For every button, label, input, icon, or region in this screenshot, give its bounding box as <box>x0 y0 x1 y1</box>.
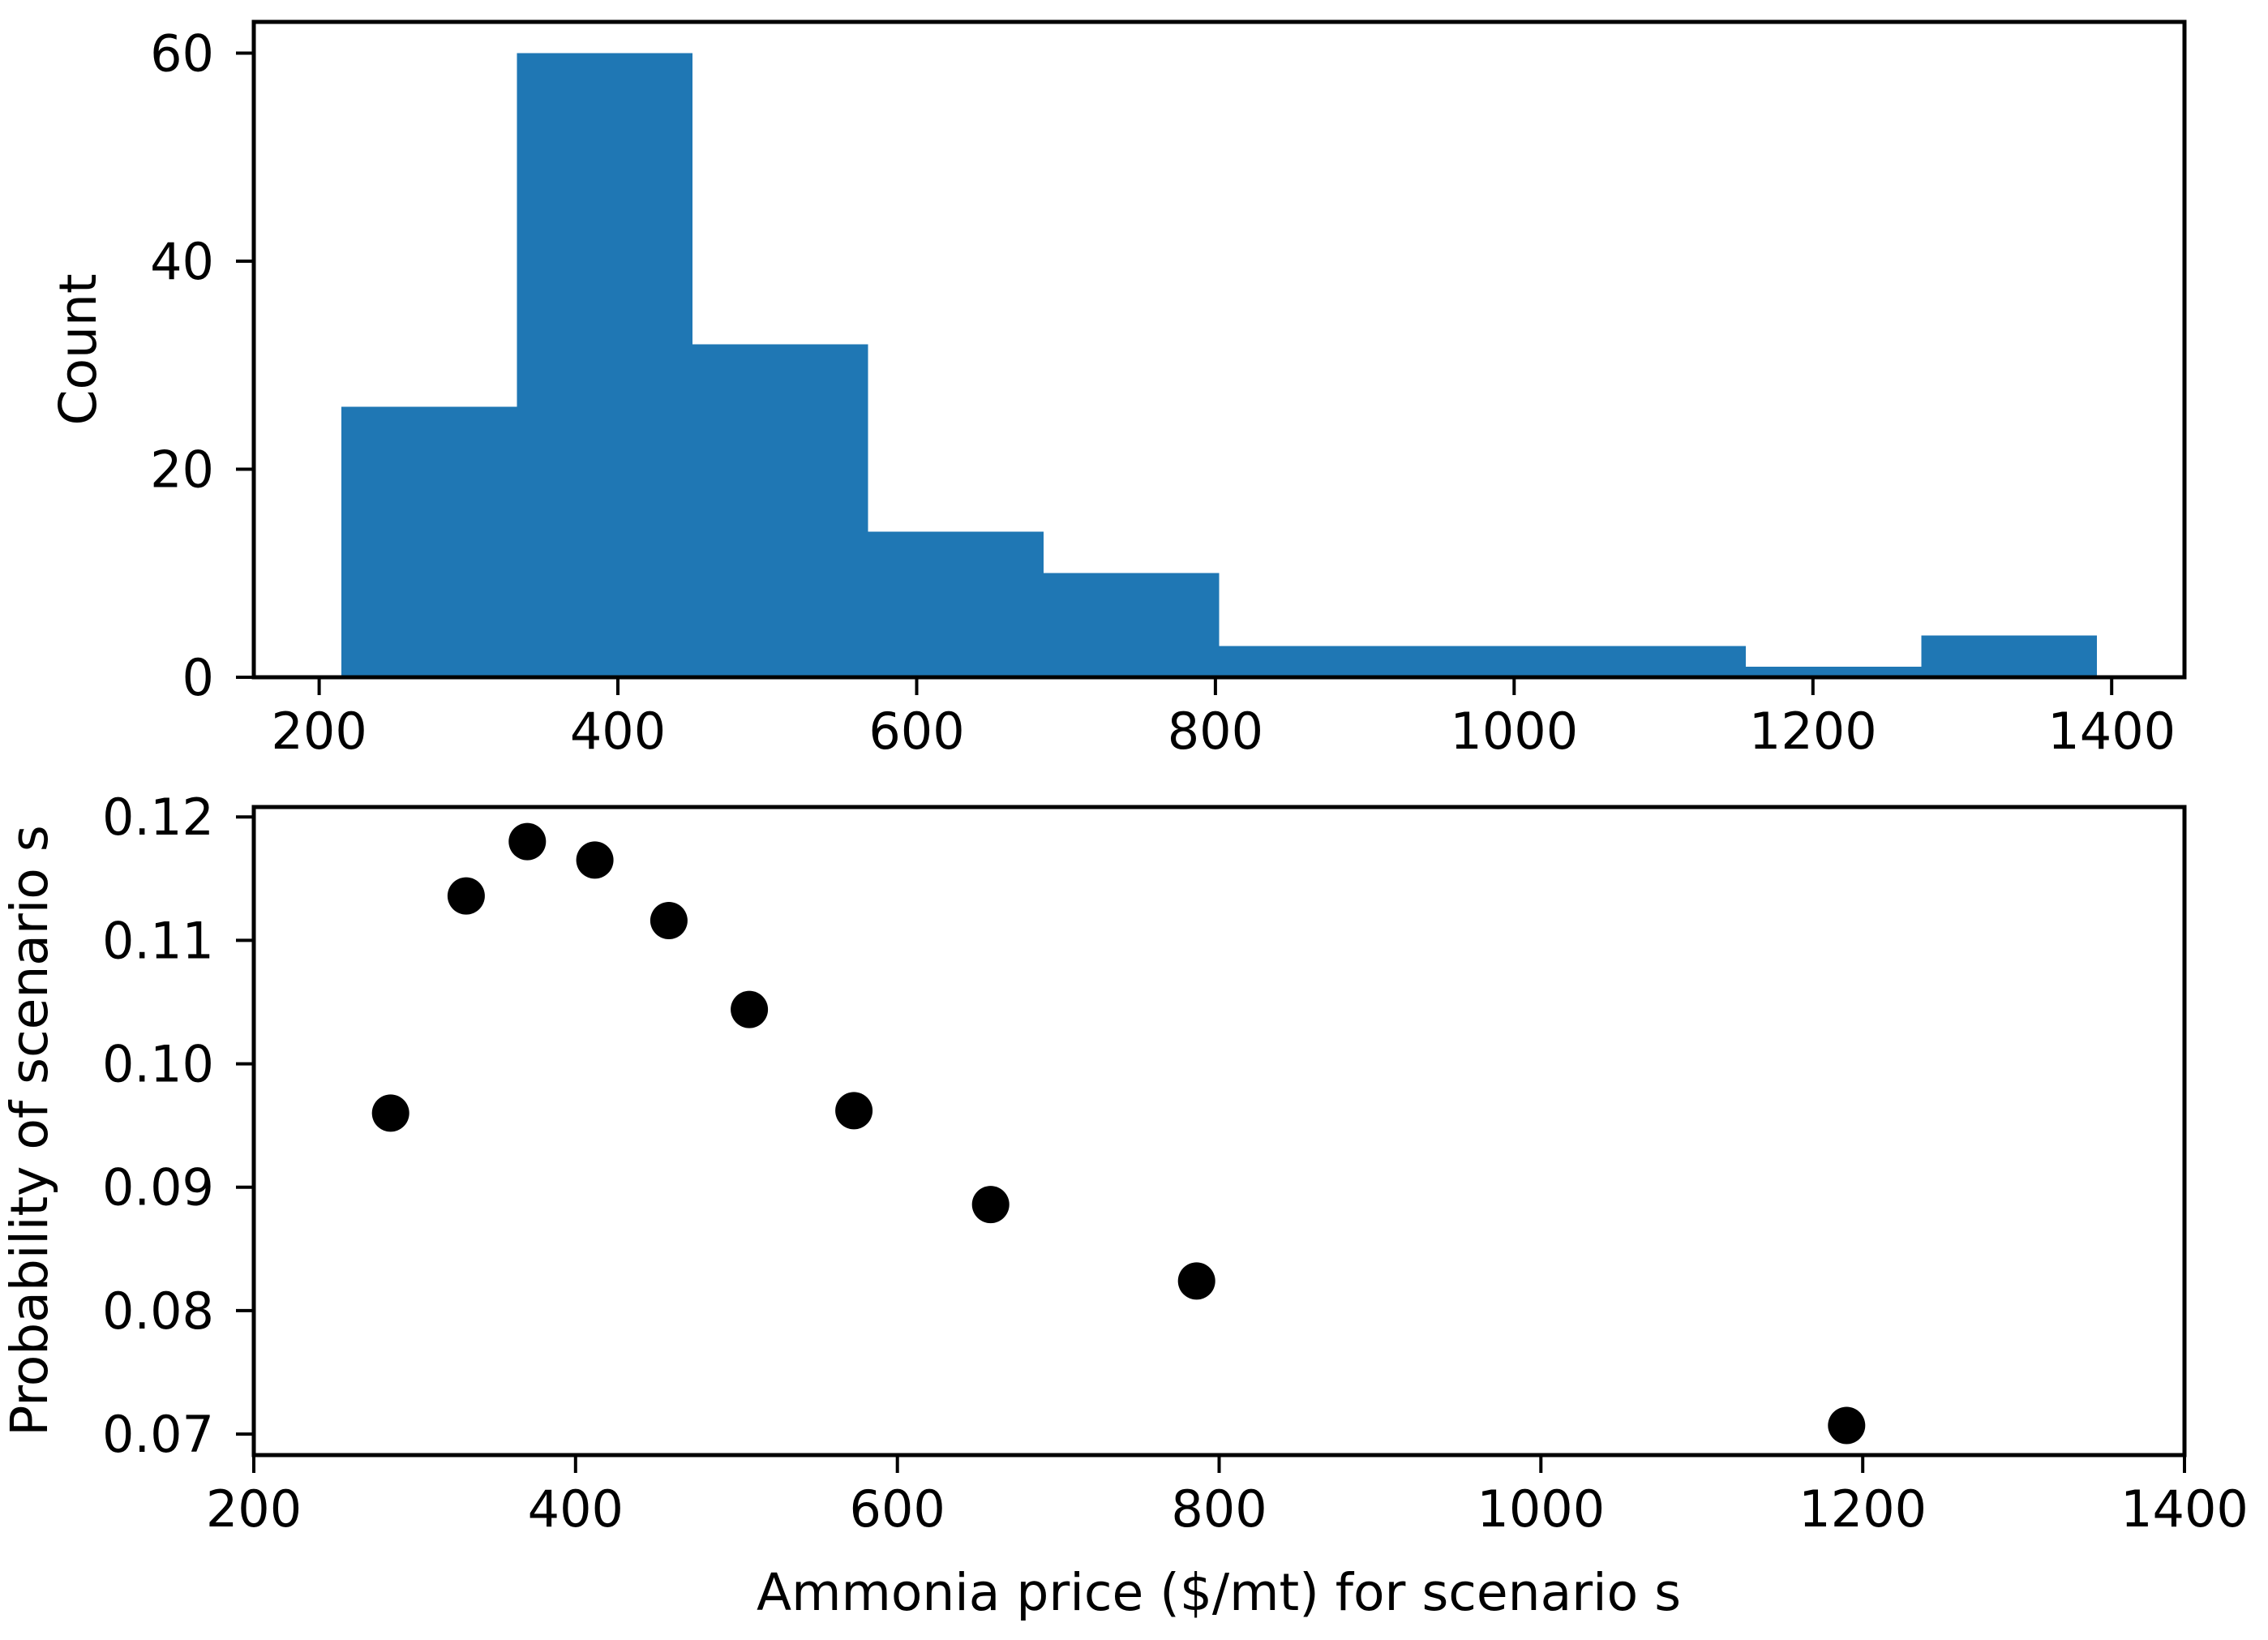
y-tick-label: 0.12 <box>102 788 214 847</box>
x-tick-label: 1000 <box>1450 702 1578 761</box>
scatter-point <box>576 841 614 879</box>
scatter-point <box>971 1186 1010 1224</box>
y-tick-label: 0.08 <box>102 1282 214 1341</box>
y-tick-label: 0.11 <box>102 911 214 970</box>
y-tick-label: 0.07 <box>102 1405 214 1464</box>
axes-spines <box>251 805 2187 1458</box>
scatter-subplot: 200 400 600 800 1000 1200 1400 0.07 0.08 0.09 0.10… <box>102 788 2249 1539</box>
x-tick-label: 400 <box>528 1479 624 1539</box>
x-tick-label: 400 <box>570 702 666 761</box>
y-tick-label: 40 <box>150 232 214 291</box>
histogram-bar <box>1395 646 1571 677</box>
scatter-y-axis-label: Probability of scenario s <box>0 825 59 1436</box>
x-tick-label: 600 <box>868 702 964 761</box>
x-tick-label: 600 <box>850 1479 945 1539</box>
scatter-point <box>731 990 769 1028</box>
y-tick-label: 60 <box>150 24 214 84</box>
scatter-x-axis-label: Ammonia price ($/mt) for scenario s <box>757 1563 1681 1622</box>
histogram-bar <box>868 531 1044 677</box>
histogram-bar <box>1745 667 1922 677</box>
histogram-bar <box>692 344 868 677</box>
histogram-bar <box>341 406 517 677</box>
scatter-point <box>650 902 688 939</box>
y-tick-label: 0.10 <box>102 1035 214 1094</box>
histogram-subplot: 200 400 600 800 1000 1200 1400 0 20 40 60 <box>150 19 2187 761</box>
x-tick-label: 1200 <box>1799 1479 1927 1539</box>
x-tick-label: 1400 <box>2047 702 2176 761</box>
scatter-point <box>447 877 485 915</box>
histogram-bar <box>1921 635 2097 677</box>
x-tick-label: 1000 <box>1477 1479 1605 1539</box>
x-tick-label: 1200 <box>1749 702 1877 761</box>
y-tick-label: 0 <box>182 648 214 707</box>
histogram-bar <box>517 53 693 677</box>
scatter-point <box>1828 1406 1866 1445</box>
histogram-bar <box>1219 646 1395 677</box>
y-tick-label: 0.09 <box>102 1158 214 1217</box>
scatter-point <box>508 822 547 861</box>
scatter-point <box>1177 1262 1215 1300</box>
x-tick-label: 800 <box>1168 702 1263 761</box>
scatter-point <box>835 1092 873 1130</box>
y-tick-label: 20 <box>150 440 214 500</box>
x-tick-label: 200 <box>206 1479 302 1539</box>
x-tick-label: 800 <box>1171 1479 1267 1539</box>
x-tick-label: 200 <box>271 702 367 761</box>
histogram-bar <box>1044 573 1220 677</box>
scatter-point <box>371 1094 409 1132</box>
x-tick-label: 1400 <box>2120 1479 2249 1539</box>
axes-spines <box>251 19 2187 680</box>
histogram-bar <box>1570 646 1746 677</box>
histogram-y-axis-label: Count <box>49 273 108 425</box>
